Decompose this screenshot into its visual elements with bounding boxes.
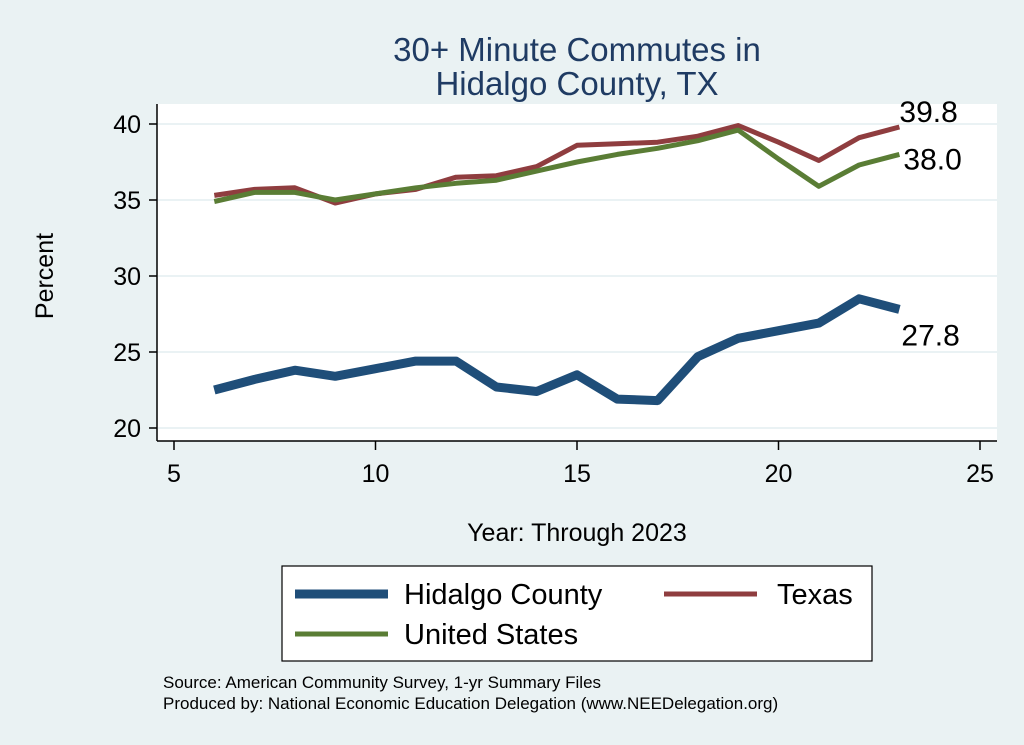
end-labels: 27.8 39.8 38.0 bbox=[899, 96, 961, 352]
chart-title-line-2: Hidalgo County, TX bbox=[435, 65, 718, 102]
chart-title-line-1: 30+ Minute Commutes in bbox=[393, 31, 761, 68]
x-tick-label: 25 bbox=[966, 460, 994, 488]
series-lines bbox=[213, 123, 901, 406]
series-line-hidalgo-county bbox=[213, 294, 901, 406]
axis-ticks: 20 25 30 35 40 5 10 15 20 25 bbox=[113, 111, 994, 488]
x-tick-label: 10 bbox=[362, 460, 390, 488]
y-tick-label: 35 bbox=[113, 187, 141, 215]
y-axis-title: Percent bbox=[31, 233, 59, 319]
legend-label-united-states: United States bbox=[404, 619, 578, 651]
end-value-label: 27.8 bbox=[901, 319, 959, 352]
x-tick-label: 15 bbox=[563, 460, 591, 488]
end-value-label: 38.0 bbox=[903, 143, 961, 176]
gridlines bbox=[158, 123, 997, 429]
plot-area bbox=[157, 104, 997, 441]
legend-box bbox=[281, 565, 873, 662]
y-tick-label: 25 bbox=[113, 339, 141, 367]
y-tick-label: 30 bbox=[113, 263, 141, 291]
series-line-united-states bbox=[213, 127, 901, 204]
y-tick-label: 40 bbox=[113, 111, 141, 139]
x-tick-label: 5 bbox=[167, 460, 181, 488]
x-tick-label: 20 bbox=[765, 460, 793, 488]
y-tick-label: 20 bbox=[113, 415, 141, 443]
produced-by-note: Produced by: National Economic Education… bbox=[163, 694, 778, 713]
legend: Hidalgo County Texas United States bbox=[281, 565, 873, 662]
legend-label-texas: Texas bbox=[777, 579, 853, 611]
end-value-label: 39.8 bbox=[899, 96, 957, 129]
x-axis-title: Year: Through 2023 bbox=[467, 519, 687, 547]
legend-label-hidalgo: Hidalgo County bbox=[404, 579, 603, 611]
source-note: Source: American Community Survey, 1-yr … bbox=[163, 673, 601, 692]
